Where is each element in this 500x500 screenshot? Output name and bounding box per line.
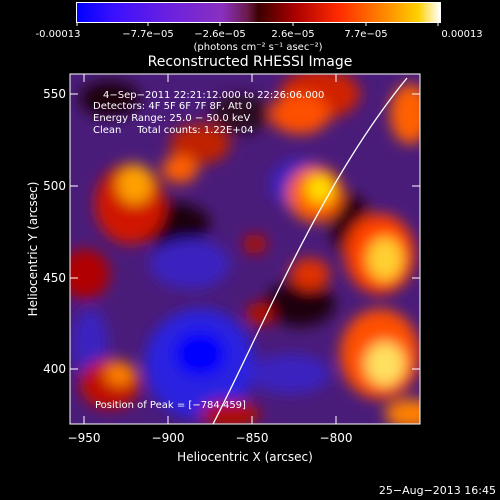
x-tick-label: −850: [236, 431, 269, 445]
y-axis-label: Heliocentric Y (arcsec): [26, 182, 40, 317]
solar-limb-curve: [212, 77, 408, 424]
rhessi-image: [70, 74, 420, 424]
info-time-range: 4−Sep−2011 22:21:12.000 to 22:26:06.000: [103, 90, 324, 101]
colorbar: [76, 2, 441, 23]
colorbar-tick: −7.7e−05: [122, 29, 174, 40]
rhessi-heatmap: [70, 74, 420, 424]
info-detectors: Detectors: 4F 5F 6F 7F 8F, Att 0: [93, 101, 252, 112]
colorbar-tick: -0.00013: [36, 29, 81, 40]
x-tick-label: −800: [320, 431, 353, 445]
info-clean-counts: Clean Total counts: 1.22E+04: [93, 125, 253, 136]
colorbar-unit-label: (photons cm⁻² s⁻¹ asec⁻²): [193, 42, 322, 53]
y-tick-label: 400: [43, 362, 66, 376]
x-tick-label: −900: [152, 431, 185, 445]
peak-position: Position of Peak = [−784,459]: [95, 400, 246, 411]
colorbar-axis: -0.00013 −7.7e−05 −2.6e−05 2.6e−05 7.7e−…: [36, 22, 483, 53]
y-tick-label: 500: [43, 179, 66, 193]
y-tick-label: 550: [43, 87, 66, 101]
footer-date: 25−Aug−2013 16:45: [379, 484, 496, 497]
colorbar-tick: 2.6e−05: [271, 29, 314, 40]
colorbar-tick: 0.00013: [441, 29, 482, 40]
x-axis-label: Heliocentric X (arcsec): [177, 450, 313, 464]
info-energy-range: Energy Range: 25.0 − 50.0 keV: [93, 113, 250, 124]
y-tick-label: 450: [43, 271, 66, 285]
colorbar-tick: 7.7e−05: [344, 29, 387, 40]
x-tick-label: −950: [68, 431, 101, 445]
colorbar-tick: −2.6e−05: [194, 29, 246, 40]
plot-title: Reconstructed RHESSI Image: [147, 54, 353, 70]
